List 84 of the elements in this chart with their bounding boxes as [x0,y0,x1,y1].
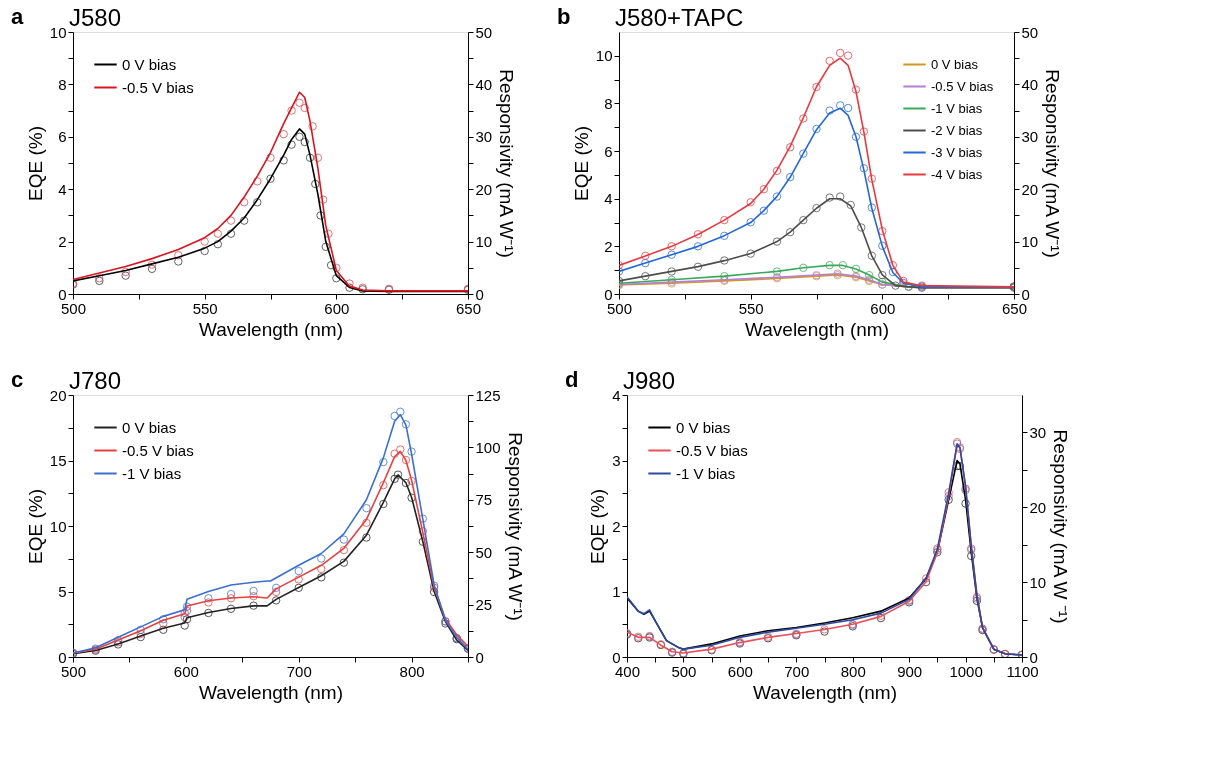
legend-label: -0.5 V bias [122,441,194,459]
y-tick-label: 10 [49,517,67,535]
y2-tick-label: 20 [1029,498,1047,516]
chart-title: J780 [69,367,122,394]
legend-label: -0.5 V bias [676,441,748,459]
x-tick-label: 600 [727,662,753,680]
y2-axis-title: Responsivity (mA W ⁻¹) [1050,429,1072,624]
y-tick-label: 4 [604,190,613,208]
x-tick-label: 700 [784,662,810,680]
x-tick-label: 700 [286,662,312,680]
chart-title: J980 [623,367,676,394]
y-tick-label: 4 [612,386,621,404]
legend-label: -0.5 V bias [122,78,194,96]
y-tick-label: 20 [49,386,67,404]
legend-label: -2 V bias [931,122,983,138]
y2-tick-label: 10 [1021,233,1039,251]
x-tick-label: 1000 [949,662,983,680]
y-tick-label: 10 [49,23,67,41]
x-axis-title: Wavelength (nm) [745,318,889,340]
y2-tick-label: 20 [1021,180,1039,198]
y-tick-label: 15 [49,452,67,469]
legend-label: -1 V bias [676,464,736,482]
y-tick-label: 3 [612,452,621,469]
legend-label: -3 V bias [931,144,983,160]
y-tick-label: 2 [612,517,621,535]
legend-label: 0 V bias [122,55,177,73]
legend-label: 0 V bias [931,56,979,72]
y-tick-label: 8 [604,94,613,112]
x-tick-label: 600 [870,299,896,317]
y2-tick-label: 100 [475,438,501,456]
y2-tick-label: 125 [475,386,501,404]
y2-tick-label: 10 [475,233,493,251]
legend-label: -0.5 V bias [931,78,994,94]
y-tick-label: 4 [58,180,67,198]
chart-title: J580+TAPC [615,4,744,31]
y2-axis-title: Responsivity (mA W⁻¹) [496,69,518,258]
y-tick-label: 8 [58,75,67,93]
legend-label: -1 V bias [931,100,983,116]
y-tick-label: 6 [58,128,67,146]
y2-tick-label: 20 [475,180,493,198]
text: b [557,4,571,29]
legend-label: 0 V bias [122,418,177,436]
y2-tick-label: 40 [1021,75,1039,93]
y2-tick-label: 50 [1021,23,1039,41]
y-tick-label: 1 [612,583,621,600]
y-tick-label: 2 [58,233,67,251]
y-axis-title: EQE (%) [570,126,592,201]
x-axis-title: Wavelength (nm) [753,681,897,703]
x-axis-title: Wavelength (nm) [199,681,343,703]
x-tick-label: 800 [399,662,425,680]
text: c [11,367,24,392]
y-axis-title: EQE (%) [587,489,609,564]
y-tick-label: 5 [58,583,67,600]
x-tick-label: 600 [324,299,350,317]
y2-tick-label: 10 [1029,573,1047,591]
y2-axis-title: Responsivity (mA W⁻¹) [504,432,526,621]
y-axis-title: EQE (%) [24,489,46,564]
y2-tick-label: 75 [475,491,493,509]
y2-axis-title: Responsivity (mA W⁻¹) [1042,69,1064,258]
text: a [11,4,24,29]
x-axis-title: Wavelength (nm) [199,318,343,340]
x-tick-label: 900 [897,662,923,680]
y2-tick-label: 40 [475,75,493,93]
legend-label: -4 V bias [931,166,983,182]
y2-tick-label: 30 [1029,423,1047,441]
chart-title: J580 [69,4,122,31]
y2-tick-label: 0 [475,648,484,666]
y-tick-label: 2 [604,237,613,255]
y2-tick-label: 25 [475,596,493,614]
y2-tick-label: 30 [1021,128,1039,146]
y-tick-label: 6 [604,142,613,160]
y-tick-label: 10 [595,47,613,65]
y2-tick-label: 50 [475,543,493,561]
y2-tick-label: 30 [475,128,493,146]
y2-tick-label: 50 [475,23,493,41]
legend-label: -1 V bias [122,464,182,482]
text: d [565,367,579,392]
x-tick-label: 550 [192,299,218,317]
x-tick-label: 800 [840,662,866,680]
legend-label: 0 V bias [676,418,731,436]
x-tick-label: 550 [738,299,764,317]
x-tick-label: 500 [671,662,697,680]
y-axis-title: EQE (%) [24,126,46,201]
x-tick-label: 600 [173,662,199,680]
